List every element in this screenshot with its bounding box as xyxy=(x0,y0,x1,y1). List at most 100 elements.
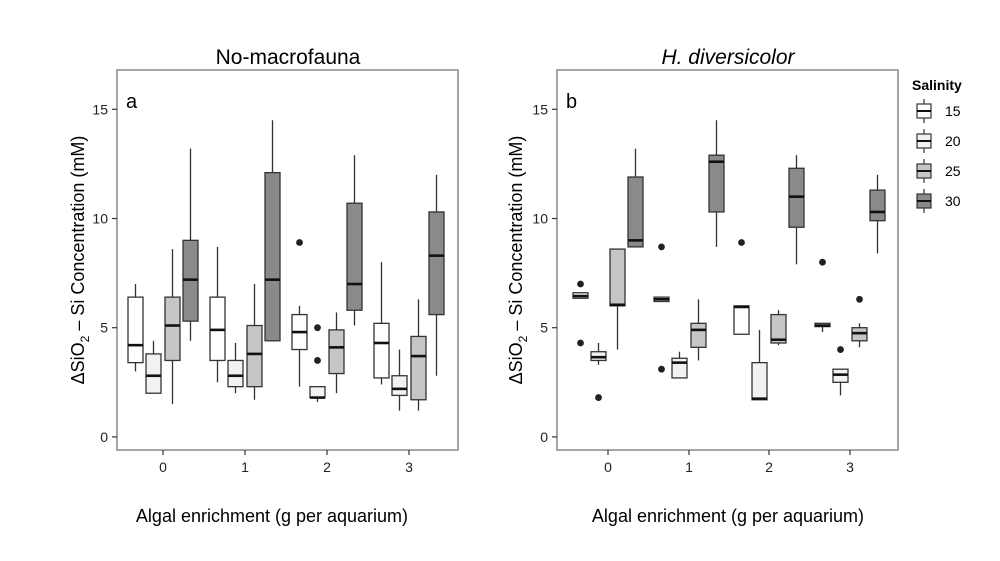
box-iqr xyxy=(164,296,181,362)
box-iqr xyxy=(145,353,162,394)
legend-label: 30 xyxy=(945,193,961,209)
legend-label: 25 xyxy=(945,163,961,179)
panel-b-letter: b xyxy=(566,91,577,113)
panel-b-y-title-rest: – Si Concentration (mM) xyxy=(506,136,526,336)
outlier-point xyxy=(658,365,665,373)
box-salinity-25-enrichment-0 xyxy=(609,248,626,350)
outlier-point xyxy=(837,346,844,353)
panel-b-y-axis-title: ΔSiO2 – Si Concentration (mM) xyxy=(506,136,530,385)
box-salinity-15-enrichment-3 xyxy=(373,262,390,385)
x-tick-label: 2 xyxy=(323,459,331,475)
outlier-point xyxy=(658,243,665,251)
outlier-point xyxy=(577,339,584,347)
outlier-point xyxy=(577,280,584,288)
panel-a-boxes xyxy=(127,120,445,411)
box-salinity-30-enrichment-3 xyxy=(428,174,445,376)
box-iqr xyxy=(227,359,244,388)
legend-title: Salinity xyxy=(912,77,962,93)
box-salinity-20-enrichment-1 xyxy=(227,342,244,394)
box-iqr xyxy=(373,322,390,379)
panel-a-y-axis-title: ΔSiO2 – Si Concentration (mM) xyxy=(68,136,92,385)
box-salinity-20-enrichment-0 xyxy=(590,342,607,401)
y-tick-label: 0 xyxy=(100,429,108,445)
box-iqr xyxy=(264,171,281,342)
panel-b-y-title-subscript: 2 xyxy=(516,335,530,342)
x-tick-label: 0 xyxy=(159,459,167,475)
box-salinity-30-enrichment-2 xyxy=(788,155,805,265)
box-iqr xyxy=(428,211,445,316)
box-iqr xyxy=(751,361,768,401)
box-salinity-30-enrichment-0 xyxy=(627,148,644,248)
legend-item-20: 20 xyxy=(916,129,961,153)
box-salinity-20-enrichment-2 xyxy=(309,324,326,402)
panel-b-boxes xyxy=(572,120,886,401)
box-salinity-15-enrichment-1 xyxy=(653,243,670,373)
box-iqr xyxy=(410,335,427,401)
box-salinity-25-enrichment-2 xyxy=(770,310,787,346)
box-iqr xyxy=(708,154,725,213)
panel-a-y-title-rest: – Si Concentration (mM) xyxy=(68,136,88,336)
box-iqr xyxy=(770,313,787,344)
y-tick-label: 0 xyxy=(540,429,548,445)
box-salinity-25-enrichment-0 xyxy=(164,249,181,405)
y-tick-label: 10 xyxy=(92,211,108,227)
box-salinity-15-enrichment-3 xyxy=(814,258,831,333)
x-tick-label: 1 xyxy=(685,459,693,475)
y-tick-label: 5 xyxy=(100,320,108,336)
y-tick-label: 15 xyxy=(92,101,108,117)
panel-a-letter: a xyxy=(126,91,138,113)
legend-item-30: 30 xyxy=(916,189,961,213)
box-salinity-20-enrichment-3 xyxy=(391,349,408,411)
y-tick-label: 10 xyxy=(532,211,548,227)
outlier-point xyxy=(856,295,863,303)
outlier-point xyxy=(819,258,826,266)
box-salinity-15-enrichment-1 xyxy=(209,246,226,383)
box-salinity-30-enrichment-3 xyxy=(869,174,886,254)
panel-b-x-axis-title: Algal enrichment (g per aquarium) xyxy=(592,506,864,526)
box-salinity-30-enrichment-0 xyxy=(182,148,199,341)
outlier-point xyxy=(738,239,745,246)
panel-a-y-title-subscript: 2 xyxy=(78,335,92,342)
legend-items: 15 20 25 30 xyxy=(916,99,961,213)
box-salinity-25-enrichment-1 xyxy=(246,284,263,400)
legend-item-25: 25 xyxy=(916,159,961,183)
box-iqr xyxy=(609,248,626,307)
y-tick-label: 15 xyxy=(532,101,548,117)
panel-b-title: H. diversicolor xyxy=(661,46,795,69)
x-tick-label: 1 xyxy=(241,459,249,475)
y-tick-label: 5 xyxy=(540,320,548,336)
box-iqr xyxy=(690,322,707,349)
x-tick-label: 3 xyxy=(846,459,854,475)
box-salinity-15-enrichment-2 xyxy=(733,239,750,335)
box-salinity-25-enrichment-3 xyxy=(410,299,427,411)
x-tick-label: 2 xyxy=(765,459,773,475)
legend-label: 20 xyxy=(945,133,961,149)
box-salinity-20-enrichment-3 xyxy=(832,346,849,396)
box-salinity-25-enrichment-3 xyxy=(851,295,868,348)
panel-b-y-axis: 0 5 10 15 xyxy=(532,101,557,445)
box-salinity-30-enrichment-1 xyxy=(264,120,281,342)
x-tick-label: 0 xyxy=(604,459,612,475)
panel-a-y-title-delta-sio: ΔSiO xyxy=(68,342,88,384)
legend-item-15: 15 xyxy=(916,99,961,123)
box-iqr xyxy=(309,386,326,399)
box-iqr xyxy=(391,375,408,397)
panel-a-title: No-macrofauna xyxy=(216,46,361,69)
box-iqr xyxy=(246,324,263,388)
box-salinity-30-enrichment-2 xyxy=(346,155,363,326)
panel-b-y-title-delta-sio: ΔSiO xyxy=(506,342,526,384)
outlier-point xyxy=(296,239,303,246)
legend-label: 15 xyxy=(945,103,961,119)
box-salinity-25-enrichment-1 xyxy=(690,299,707,361)
panel-b-frame xyxy=(556,69,899,451)
box-salinity-15-enrichment-0 xyxy=(127,284,144,372)
box-salinity-25-enrichment-2 xyxy=(328,312,345,394)
panel-a-y-axis: 0 5 10 15 xyxy=(92,101,117,445)
outlier-point xyxy=(314,357,321,364)
panel-a-x-axis-title: Algal enrichment (g per aquarium) xyxy=(136,506,408,526)
box-salinity-30-enrichment-1 xyxy=(708,120,725,247)
box-iqr xyxy=(869,189,886,222)
